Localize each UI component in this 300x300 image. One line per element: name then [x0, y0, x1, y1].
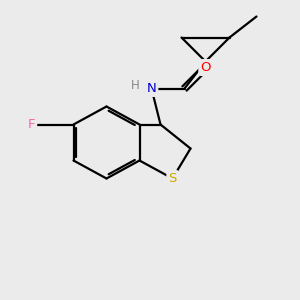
Text: H: H [130, 79, 140, 92]
Text: F: F [28, 118, 35, 131]
Text: S: S [168, 172, 177, 185]
Text: O: O [200, 61, 211, 74]
Text: N: N [147, 82, 156, 95]
